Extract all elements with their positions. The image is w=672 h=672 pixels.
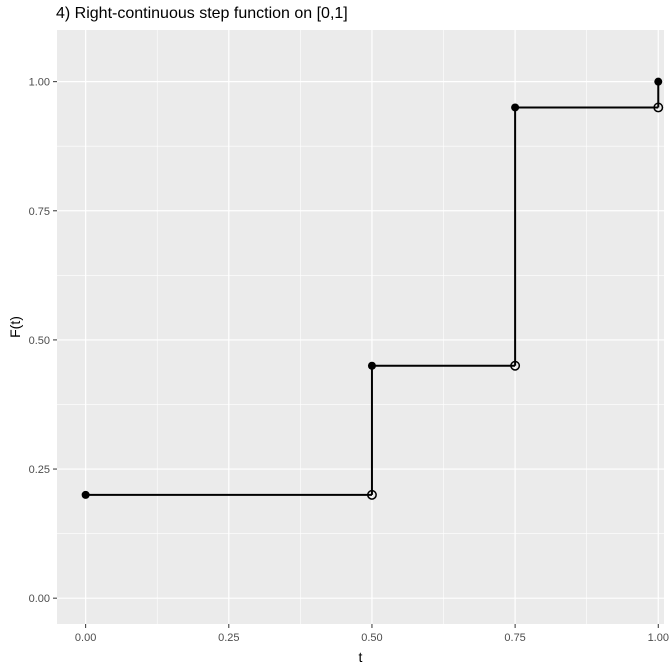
chart-title: 4) Right-continuous step function on [0,…: [56, 5, 348, 22]
open-point: [367, 489, 377, 500]
minor-gridlines: [57, 30, 664, 624]
x-tick-labels: 0.00 0.25 0.50 0.75 1.00: [75, 632, 669, 644]
y-tick-label: 0.25: [29, 464, 50, 476]
closed-point: [367, 361, 376, 370]
step-series: [85, 81, 660, 496]
y-tick-label: 1.00: [29, 77, 50, 89]
y-tick-label: 0.50: [29, 335, 50, 347]
closed-point: [654, 77, 663, 86]
plot-panel: [57, 30, 664, 624]
x-tick-label: 1.00: [648, 632, 669, 644]
x-axis-title: t: [359, 649, 363, 665]
x-tick-label: 0.75: [504, 632, 525, 644]
step-points: [81, 77, 664, 500]
closed-point: [511, 103, 520, 112]
x-tick-label: 0.50: [361, 632, 382, 644]
y-tick-label: 0.75: [29, 206, 50, 218]
y-tick-labels: 0.00 0.25 0.50 0.75 1.00: [29, 77, 50, 606]
open-point: [653, 102, 664, 113]
y-axis-title: F(t): [7, 316, 23, 338]
axis-ticks: [53, 81, 659, 628]
open-point: [510, 360, 521, 371]
y-tick-label: 0.00: [29, 593, 50, 605]
x-tick-label: 0.25: [218, 632, 239, 644]
x-tick-label: 0.00: [75, 632, 96, 644]
closed-point: [81, 490, 90, 499]
